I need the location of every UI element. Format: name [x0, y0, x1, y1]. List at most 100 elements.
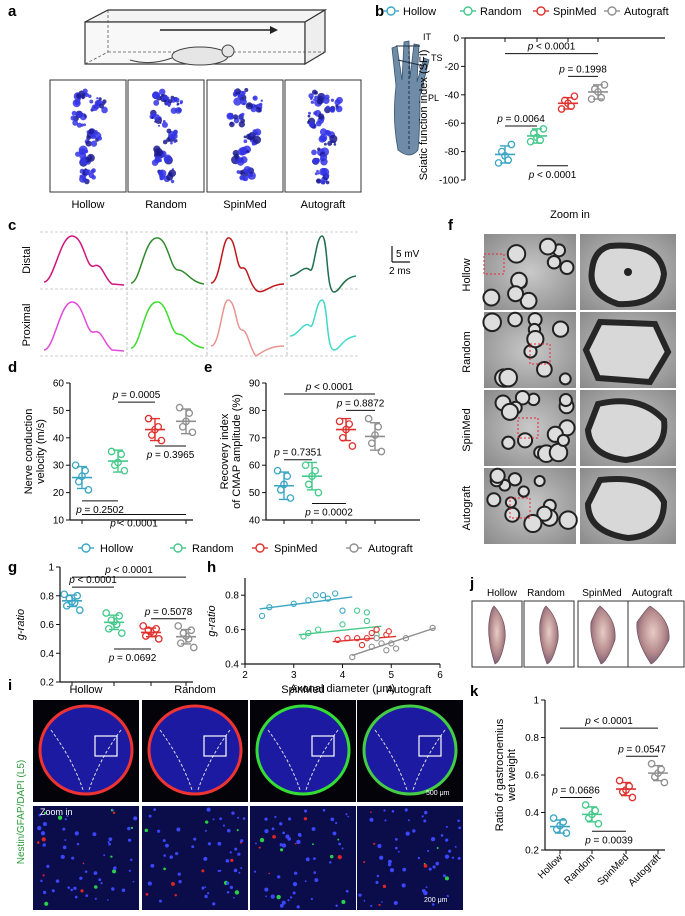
- cell-nucleus: [404, 808, 408, 812]
- axon-core: [624, 268, 632, 276]
- zoom-box: [418, 735, 442, 757]
- cell-nucleus: [432, 865, 436, 869]
- cell-nucleus: [42, 874, 45, 877]
- cell-nucleus: [37, 825, 42, 831]
- cell-nucleus: [264, 887, 269, 892]
- axon-profile: [486, 492, 502, 508]
- x-tick-label: 2: [242, 670, 248, 681]
- legend-label: Random: [480, 6, 522, 18]
- footprint-blob: [243, 166, 252, 174]
- cell-nucleus: [206, 807, 211, 812]
- legend-label: Autograft: [368, 543, 413, 555]
- cell-nucleus: [458, 826, 461, 830]
- footprint-blob: [314, 95, 318, 100]
- footprint-blob: [245, 102, 253, 110]
- footprint-blob: [330, 98, 335, 102]
- data-point: [591, 806, 600, 815]
- data-point: [174, 622, 183, 630]
- cell-nucleus: [281, 900, 286, 905]
- cell-nucleus: [310, 897, 313, 901]
- footprint-blob: [96, 97, 99, 100]
- footprint-blob: [241, 97, 244, 100]
- zoom-box: [517, 417, 539, 439]
- footprint-blob: [311, 149, 317, 156]
- cell-nucleus: [440, 834, 444, 837]
- y-axis-label: Sciatic function index (SFI): [418, 50, 430, 181]
- p-value-label: p < 0.0001: [68, 575, 117, 586]
- cell-nucleus: [451, 856, 455, 859]
- cell-nucleus: [132, 880, 135, 883]
- p-value-label: p = 0.0064: [496, 114, 545, 125]
- cell-nucleus: [57, 815, 63, 820]
- cell-nucleus: [430, 837, 436, 842]
- cell-nucleus: [82, 862, 85, 865]
- cell-nucleus: [405, 831, 410, 836]
- axon-profile: [517, 485, 530, 498]
- y-tick-label: 80: [249, 406, 261, 417]
- cell-nucleus: [285, 834, 290, 839]
- footprint-blob: [226, 112, 234, 120]
- p-value-label: p = 0.0039: [584, 835, 633, 846]
- cell-nucleus: [85, 894, 89, 897]
- cell-nucleus: [133, 816, 138, 821]
- panel-a-label-spinmed: SpinMed: [223, 199, 266, 211]
- cell-nucleus: [44, 901, 49, 906]
- panel-letter-a: a: [8, 3, 17, 20]
- cell-nucleus: [279, 822, 283, 826]
- data-point: [339, 621, 346, 628]
- cell-nucleus: [93, 871, 98, 875]
- footprint-blob: [71, 110, 77, 116]
- axon-profile: [507, 311, 523, 328]
- footprint-blob: [84, 92, 89, 98]
- spinal-cord-section: [38, 704, 134, 796]
- footprint-blob: [162, 139, 168, 145]
- cell-nucleus: [322, 808, 326, 812]
- cell-nucleus: [144, 828, 149, 833]
- cell-nucleus: [329, 854, 334, 859]
- footprint-blob: [329, 134, 338, 143]
- cell-nucleus: [259, 837, 265, 843]
- axon-profile: [523, 513, 543, 534]
- y-tick-label: 0: [453, 34, 459, 45]
- axon-profile: [507, 472, 523, 487]
- axon-profile: [514, 389, 531, 406]
- scale-2ms: 2 ms: [389, 266, 411, 277]
- footprint-blob: [75, 93, 82, 99]
- cell-nucleus: [40, 831, 46, 836]
- legend-label: Hollow: [403, 6, 436, 18]
- footprint-blob: [324, 94, 330, 100]
- cell-nucleus: [435, 861, 440, 866]
- fit-line: [298, 625, 382, 636]
- cell-nucleus: [225, 859, 230, 863]
- cell-nucleus: [428, 867, 432, 871]
- cell-nucleus: [70, 888, 73, 892]
- gastrocnemius-muscle: [488, 605, 506, 665]
- legend-swatch-marker: [386, 6, 396, 16]
- myelin-sheath: [584, 476, 668, 542]
- cell-nucleus: [150, 863, 155, 868]
- footprint-blob: [170, 179, 175, 184]
- data-point: [657, 765, 666, 774]
- footprint-blob: [318, 113, 325, 120]
- cell-nucleus: [42, 890, 47, 895]
- cell-nucleus: [158, 899, 162, 903]
- cell-nucleus: [94, 897, 97, 900]
- p-value-label: p < 0.0001: [104, 565, 153, 576]
- cell-nucleus: [457, 856, 461, 860]
- cell-nucleus: [279, 903, 284, 908]
- fluo-stain-label: Nestin/GFAP/DAPI (L5): [16, 760, 27, 864]
- data-point: [368, 629, 375, 637]
- cell-nucleus: [338, 842, 342, 846]
- data-point: [345, 420, 354, 428]
- data-point: [377, 447, 386, 456]
- cell-nucleus: [369, 817, 374, 822]
- footprint-blob: [83, 114, 86, 117]
- fluo-col-hollow: Hollow: [69, 684, 102, 696]
- footprint-blob: [311, 89, 317, 95]
- footprint-blob: [86, 135, 91, 140]
- chart-h: 0.8 0.6 0.42 3 4 5 6 Axonal diameter (μm) g-rati…: [206, 578, 443, 695]
- data-point: [117, 629, 126, 637]
- muscle-label-hollow: Hollow: [487, 588, 518, 599]
- axon-profile: [558, 393, 573, 408]
- cell-nucleus: [60, 854, 65, 859]
